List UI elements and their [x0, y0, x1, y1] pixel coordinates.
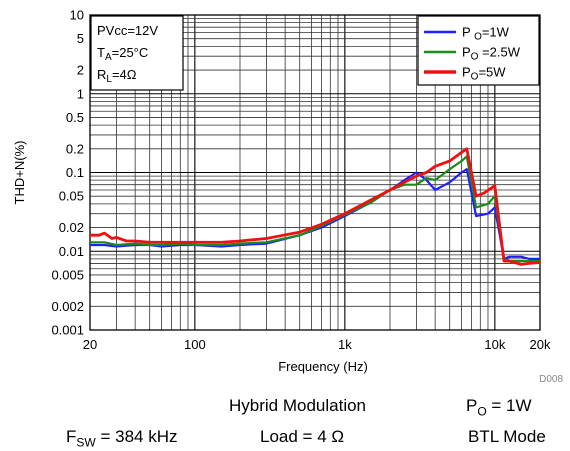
x-tick-label: 10k [484, 337, 505, 352]
x-tick-label: 20k [530, 337, 551, 352]
y-tick-label: 0.5 [66, 110, 84, 125]
series-line-3 [90, 147, 541, 266]
y-tick-label: 5 [77, 31, 84, 46]
y-tick-label: 1 [77, 86, 84, 101]
power-caption: PO = 1W [466, 396, 532, 419]
y-tick-label: 0.01 [59, 244, 84, 259]
legend-label-1: P O=1W [462, 25, 510, 43]
figure-code: D008 [539, 374, 563, 385]
legend-label-2: PO =2.5W [462, 45, 521, 63]
mode-caption: BTL Mode [468, 427, 546, 446]
y-tick-label: 0.2 [66, 141, 84, 156]
y-tick-label: 0.002 [51, 299, 84, 314]
y-tick-label: 0.02 [59, 220, 84, 235]
x-tick-label: 1k [338, 337, 352, 352]
thd-frequency-chart: 20 100 1k 10k 20k 10 5 2 1 0.5 0.2 0.1 0.05 0.02 0.01 0… [12, 8, 563, 386]
condition-text: PVcc=12V [97, 23, 158, 38]
modulation-caption: Hybrid Modulation [229, 396, 367, 415]
y-tick-label: 2 [77, 63, 84, 78]
condition-text: TA=25°C [97, 45, 148, 63]
y-tick-label: 10 [70, 8, 84, 23]
switching-frequency-caption: FSW = 384 kHz [66, 427, 178, 450]
y-axis-label: THD+N(%) [12, 141, 27, 205]
legend-label-3: PO=5W [462, 65, 506, 83]
x-axis-label: Frequency (Hz) [278, 359, 368, 374]
conditions-frame [90, 15, 184, 91]
y-tick-label: 0.1 [66, 165, 84, 180]
conditions-box: PVcc=12V TA=25°C RL=4Ω [90, 15, 184, 91]
x-tick-label: 20 [83, 337, 97, 352]
y-tick-label: 0.005 [51, 267, 84, 282]
legend: P O=1W PO =2.5W PO=5W [417, 15, 540, 86]
plot-frame [89, 14, 541, 331]
y-tick-label: 0.05 [59, 189, 84, 204]
load-caption: Load = 4 Ω [260, 427, 345, 446]
x-tick-label: 100 [184, 337, 206, 352]
y-tick-label: 0.001 [51, 323, 84, 338]
condition-text: RL=4Ω [97, 67, 137, 85]
